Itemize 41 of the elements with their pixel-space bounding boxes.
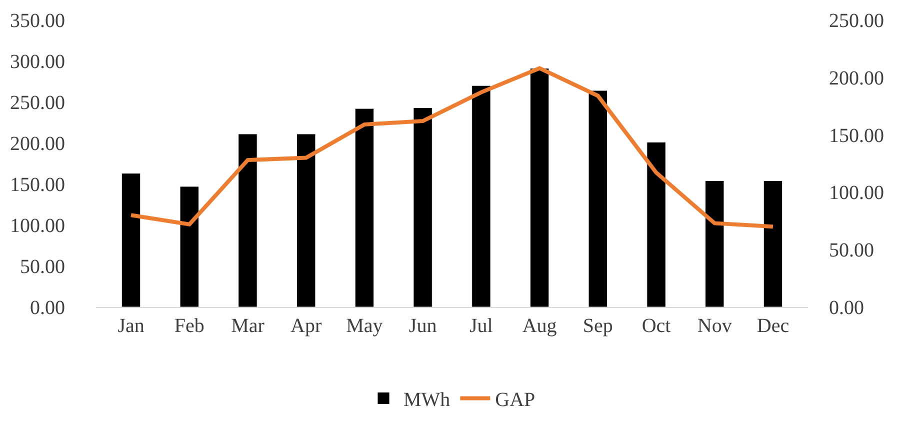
y-tick-label: 200.00	[10, 133, 65, 155]
y2-tick-label: 0.00	[829, 297, 864, 319]
x-tick-label: Jul	[470, 315, 494, 337]
x-tick-label: Nov	[697, 315, 732, 337]
x-tick-label: Mar	[231, 315, 265, 337]
y-tick-label: 0.00	[30, 297, 65, 319]
y2-tick-label: 50.00	[829, 240, 874, 262]
y2-tick-label: 100.00	[829, 182, 884, 204]
bar	[763, 180, 783, 307]
bar	[588, 90, 608, 307]
y2-tick-label: 200.00	[829, 67, 884, 90]
bar	[413, 107, 432, 307]
x-tick-label: Sep	[582, 315, 613, 337]
y2-tick-label: 150.00	[829, 124, 884, 147]
x-tick-label: Jun	[408, 315, 437, 337]
x-tick-label: Jan	[118, 315, 144, 337]
y-tick-label: 150.00	[10, 174, 65, 196]
bar	[238, 134, 258, 307]
x-tick-label: Feb	[174, 315, 204, 337]
bar	[530, 68, 550, 307]
bar	[180, 186, 199, 307]
legend-label: MWh	[404, 389, 450, 412]
x-tick-label: May	[346, 315, 383, 337]
y2-tick-label: 250.00	[829, 10, 884, 32]
bar	[705, 180, 724, 307]
y-tick-label: 350.00	[10, 10, 65, 32]
y-tick-label: 250.00	[10, 92, 65, 114]
bar	[121, 173, 141, 307]
bar	[354, 108, 374, 307]
bar	[472, 85, 491, 307]
x-tick-label: Oct	[642, 315, 672, 337]
x-tick-label: Dec	[756, 315, 790, 337]
line-series	[129, 66, 775, 229]
x-tick-label: Aug	[522, 315, 557, 337]
y-tick-label: 100.00	[10, 215, 65, 237]
x-tick-label: Apr	[290, 315, 322, 337]
bar	[296, 134, 316, 307]
bar	[646, 142, 666, 307]
legend-label: GAP	[495, 389, 536, 412]
y-tick-label: 300.00	[10, 51, 65, 73]
y-tick-label: 50.00	[20, 256, 65, 278]
